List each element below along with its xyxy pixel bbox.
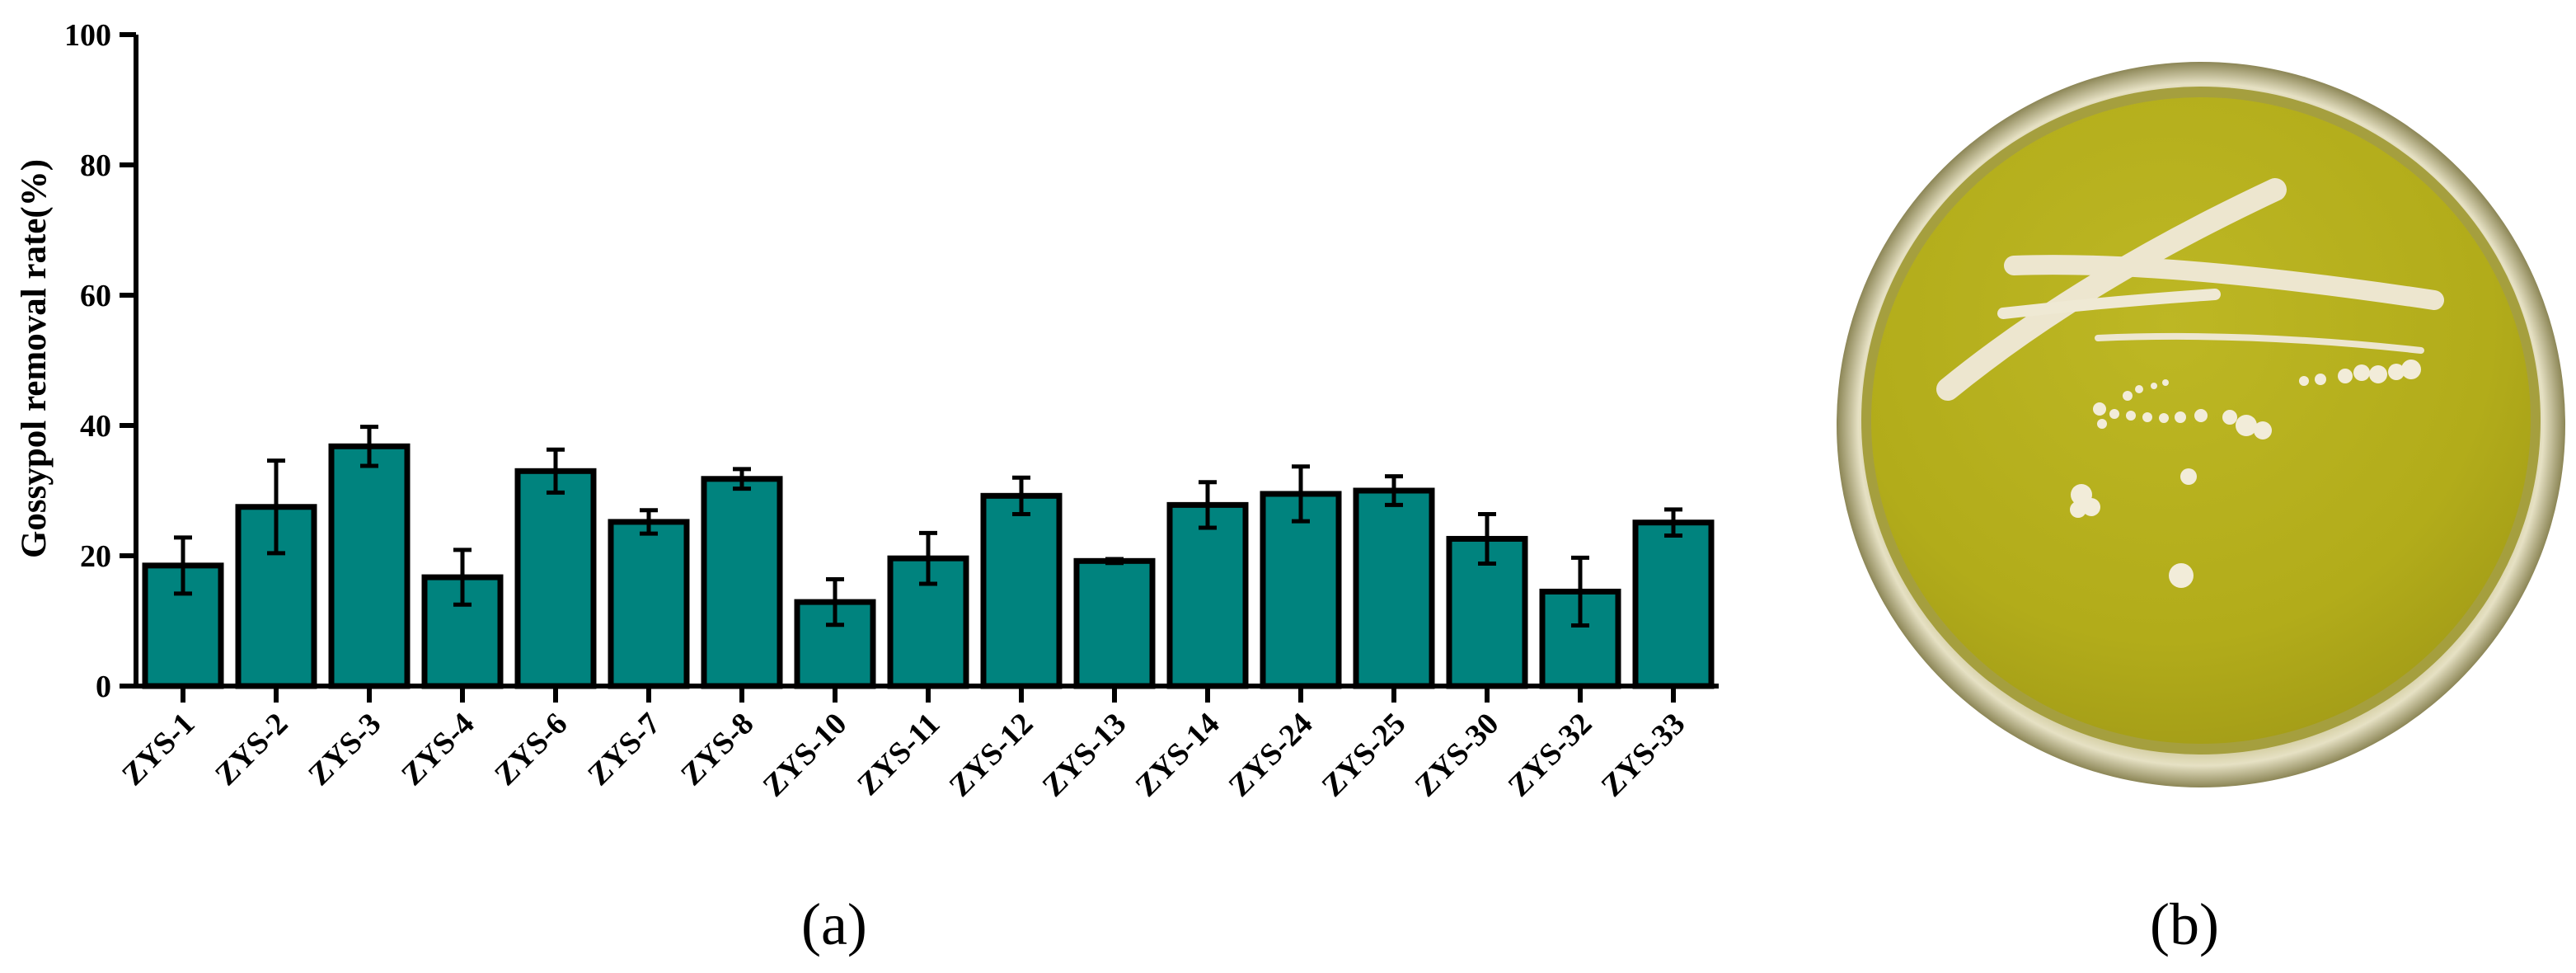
y-axis-title: Gossypol removal rate(%) bbox=[15, 159, 54, 558]
bar bbox=[701, 476, 783, 689]
error-bar bbox=[174, 535, 192, 596]
streak-3 bbox=[1997, 289, 2221, 319]
y-tick-label: 100 bbox=[64, 18, 111, 53]
x-tick-label: ZYS-30 bbox=[1409, 707, 1506, 804]
bar bbox=[608, 519, 690, 689]
x-tick-label: ZYS-25 bbox=[1316, 707, 1413, 804]
error-bar bbox=[453, 548, 472, 607]
x-tick-label: ZYS-32 bbox=[1502, 707, 1599, 804]
error-bar bbox=[1105, 557, 1124, 566]
error-bar bbox=[360, 425, 378, 468]
x-tick-label: ZYS-33 bbox=[1595, 707, 1692, 804]
panel-label-b: (b) bbox=[2150, 891, 2219, 957]
chart-error-bars bbox=[174, 425, 1682, 628]
bar bbox=[1632, 519, 1715, 689]
x-tick-label: ZYS-1 bbox=[115, 707, 201, 792]
bar bbox=[1073, 557, 1156, 689]
error-bar bbox=[733, 467, 751, 491]
streak-2 bbox=[2004, 255, 2444, 310]
x-tick-label: ZYS-8 bbox=[674, 707, 760, 792]
x-tick-label: ZYS-13 bbox=[1036, 707, 1133, 804]
x-tick-label: ZYS-12 bbox=[943, 707, 1040, 804]
x-tick-label: ZYS-14 bbox=[1129, 707, 1227, 804]
bar bbox=[1166, 501, 1249, 689]
x-axis-ticks: ZYS-1 ZYS-2 ZYS-3 ZYS-4 ZYS-6 ZYS-7 ZYS-8ZYS-1… bbox=[115, 686, 1692, 803]
error-bar bbox=[1199, 480, 1217, 530]
y-tick-label: 20 bbox=[80, 539, 111, 574]
error-bar bbox=[267, 458, 285, 556]
error-bar bbox=[1385, 474, 1403, 507]
error-bar bbox=[1478, 511, 1496, 566]
streak-1 bbox=[1936, 178, 2287, 401]
bar bbox=[328, 443, 411, 689]
x-tick-label: ZYS-7 bbox=[581, 707, 667, 792]
x-tick-label: ZYS-24 bbox=[1222, 707, 1320, 804]
error-bar bbox=[919, 530, 937, 586]
x-tick-label: ZYS-11 bbox=[851, 707, 946, 802]
error-bar bbox=[1571, 555, 1589, 628]
x-tick-label: ZYS-4 bbox=[395, 707, 481, 792]
x-tick-label: ZYS-6 bbox=[488, 707, 574, 792]
bar bbox=[1353, 487, 1435, 689]
yeast-colonies bbox=[1936, 178, 2444, 588]
bar bbox=[980, 492, 1063, 689]
petri-dish-photo bbox=[1837, 62, 2565, 787]
error-bar bbox=[547, 447, 565, 495]
x-tick-label: ZYS-10 bbox=[757, 707, 854, 804]
x-tick-label: ZYS-2 bbox=[209, 707, 294, 792]
error-bar bbox=[1012, 475, 1030, 516]
panel-label-a: (a) bbox=[801, 891, 867, 957]
x-tick-label: ZYS-3 bbox=[302, 707, 387, 792]
y-tick-label: 80 bbox=[80, 148, 111, 183]
y-tick-label: 40 bbox=[80, 409, 111, 444]
bar bbox=[514, 468, 597, 689]
y-axis-ticks: 0 20 40 60 80 100 bbox=[64, 18, 136, 704]
error-bar bbox=[640, 508, 658, 536]
y-tick-label: 0 bbox=[96, 670, 111, 704]
error-bar bbox=[1292, 464, 1310, 524]
streak-4 bbox=[2095, 332, 2424, 354]
y-tick-label: 60 bbox=[80, 279, 111, 313]
error-bar bbox=[1664, 507, 1682, 538]
error-bar bbox=[826, 576, 844, 628]
